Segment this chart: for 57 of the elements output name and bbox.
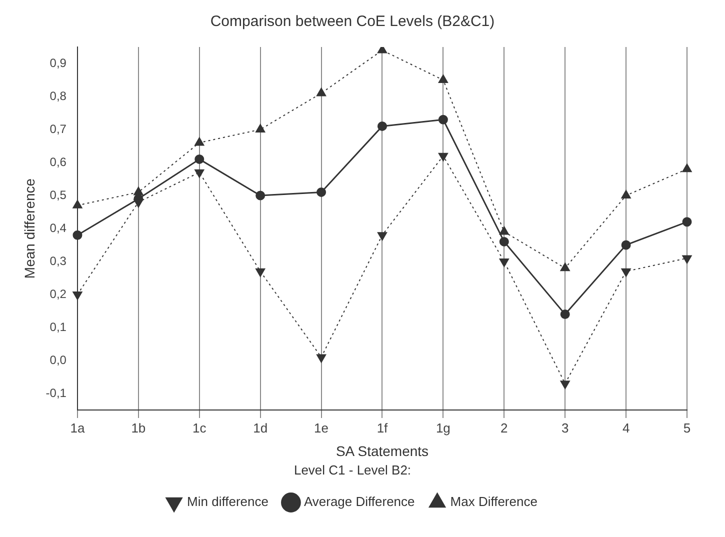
point [621,190,631,198]
y-tick-label: 0,0 [50,352,67,367]
y-tick-label: -0,1 [46,386,67,400]
x-tick-label: 3 [561,420,569,436]
legend-label: Max Difference [450,494,538,510]
x-tick-label: 1e [314,420,329,436]
chart-title: Comparison between CoE Levels (B2&C1) [210,13,495,30]
x-tick-label: 5 [683,420,691,436]
point [682,255,692,264]
y-axis-title: Mean difference [21,178,38,279]
x-axis-title: SA Statements [336,442,429,459]
x-tick-label: 1c [192,420,207,436]
point [438,152,448,162]
point [256,124,266,132]
point [682,164,692,172]
y-tick-label: 0,2 [50,286,67,301]
y-tick-label: 0,3 [50,254,67,268]
y-tick-label: 0,7 [50,122,67,136]
point [560,310,570,320]
point [499,236,509,246]
point [499,258,509,267]
point [194,137,204,146]
point [72,292,82,300]
point [316,354,326,363]
point [621,268,631,277]
x-tick-label: 2 [500,420,508,436]
point [438,74,448,83]
y-tick-label: 0,1 [50,320,67,334]
legend-title: Level C1 - Level B2: [294,462,412,478]
point [134,199,144,208]
point [316,88,326,96]
legend-label: Min difference [187,494,268,510]
y-tick-label: 0,8 [50,88,67,103]
point [256,190,266,200]
point [682,217,692,227]
y-tick-label: 0,6 [50,154,67,169]
x-tick-label: 1d [253,420,268,436]
y-tick-label: 0,5 [50,188,67,202]
x-tick-label: 1f [376,420,388,436]
x-tick-label: 4 [622,420,630,436]
point [194,154,204,164]
point [438,114,448,124]
legend-label: Average Difference [304,494,415,510]
x-tick-label: 1a [70,420,86,436]
point [377,121,387,131]
y-tick-label: 0,9 [50,56,67,70]
point [621,240,631,250]
point [194,169,204,178]
point [560,380,570,390]
x-tick-label: 1b [131,420,146,436]
point [134,186,144,196]
point [316,187,326,197]
x-tick-label: 1g [436,420,450,436]
point [256,268,266,277]
point [377,232,388,241]
y-tick-label: 0,4 [50,220,67,235]
point [72,230,82,240]
